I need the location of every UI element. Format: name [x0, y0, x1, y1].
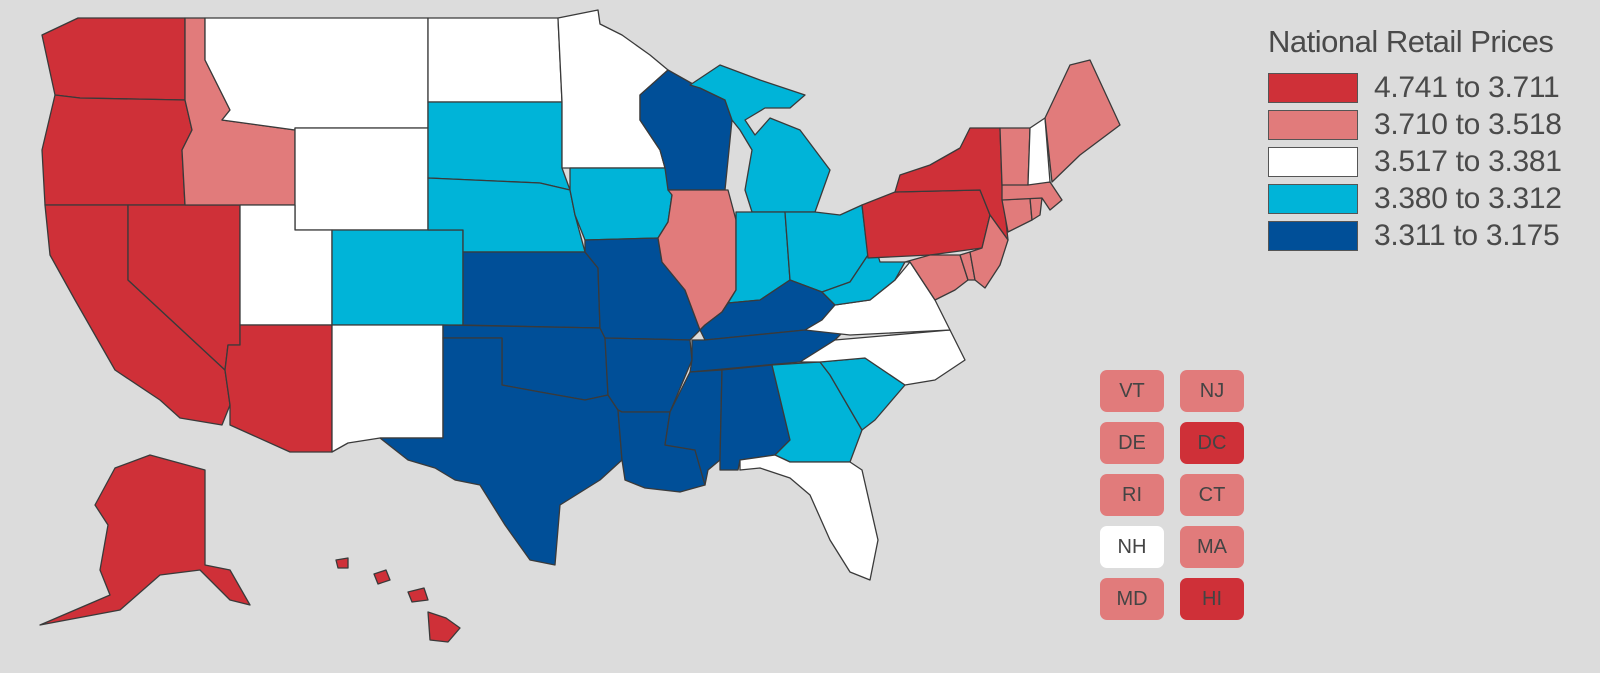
- legend-label: 3.311 to 3.175: [1374, 219, 1560, 252]
- us-states-map: [39, 9, 1121, 643]
- state-badge: DE: [1100, 422, 1164, 464]
- state-CT: [1001, 197, 1033, 233]
- state-badge: CT: [1180, 474, 1244, 516]
- state-TX: [379, 337, 623, 566]
- legend-label: 3.380 to 3.312: [1374, 182, 1562, 215]
- state-CO: [331, 229, 464, 326]
- legend-item: 3.311 to 3.175: [1268, 218, 1562, 254]
- state-badge: MA: [1180, 526, 1244, 568]
- state-WA: [41, 17, 186, 101]
- state-SD: [427, 101, 571, 191]
- state-ME: [1044, 59, 1121, 183]
- legend-swatch: [1268, 147, 1358, 177]
- state-NJ: [969, 214, 1009, 289]
- state-RI: [1029, 197, 1043, 221]
- legend-label: 3.517 to 3.381: [1374, 145, 1562, 178]
- legend-item: 3.710 to 3.518: [1268, 107, 1562, 143]
- legend-label: 4.741 to 3.711: [1374, 71, 1560, 104]
- state-AZ: [224, 324, 333, 453]
- state-NH: [1027, 117, 1051, 186]
- state-HI: [427, 611, 461, 643]
- state-badge: NJ: [1180, 370, 1244, 412]
- state-badge: RI: [1100, 474, 1164, 516]
- legend-item: 3.380 to 3.312: [1268, 181, 1562, 217]
- state-OR: [41, 94, 193, 206]
- state-badge: MD: [1100, 578, 1164, 620]
- state-HI-oahu: [373, 569, 391, 585]
- state-KS: [462, 251, 601, 329]
- legend-item: 4.741 to 3.711: [1268, 70, 1562, 106]
- state-IA: [569, 167, 673, 241]
- state-VT: [999, 127, 1031, 186]
- state-WV: [821, 234, 906, 306]
- state-ND: [427, 17, 563, 103]
- state-AK: [39, 454, 251, 626]
- legend-label: 3.710 to 3.518: [1374, 108, 1562, 141]
- legend-item: 3.517 to 3.381: [1268, 144, 1562, 180]
- state-PA: [861, 189, 991, 259]
- state-badge: DC: [1180, 422, 1244, 464]
- state-WY: [294, 127, 429, 231]
- state-badge: HI: [1180, 578, 1244, 620]
- legend-swatch: [1268, 184, 1358, 214]
- legend-swatch: [1268, 110, 1358, 140]
- state-FL: [739, 454, 879, 581]
- state-NC: [799, 329, 966, 386]
- legend-swatch: [1268, 221, 1358, 251]
- small-state-badges: VT NJ DE DC RI CT NH MA MD HI: [1100, 370, 1244, 620]
- state-HI-kauai: [335, 557, 349, 569]
- state-badge: NH: [1100, 526, 1164, 568]
- state-VA: [804, 261, 951, 336]
- state-MD: [904, 254, 969, 301]
- state-HI-maui: [407, 587, 429, 603]
- legend-title: National Retail Prices: [1268, 24, 1554, 59]
- state-MI: [689, 64, 831, 213]
- state-MT: [204, 17, 429, 131]
- legend-swatch: [1268, 73, 1358, 103]
- state-badge: VT: [1100, 370, 1164, 412]
- legend: National Retail Prices 4.741 to 3.711 3.7…: [1268, 22, 1562, 255]
- state-NM: [331, 324, 444, 453]
